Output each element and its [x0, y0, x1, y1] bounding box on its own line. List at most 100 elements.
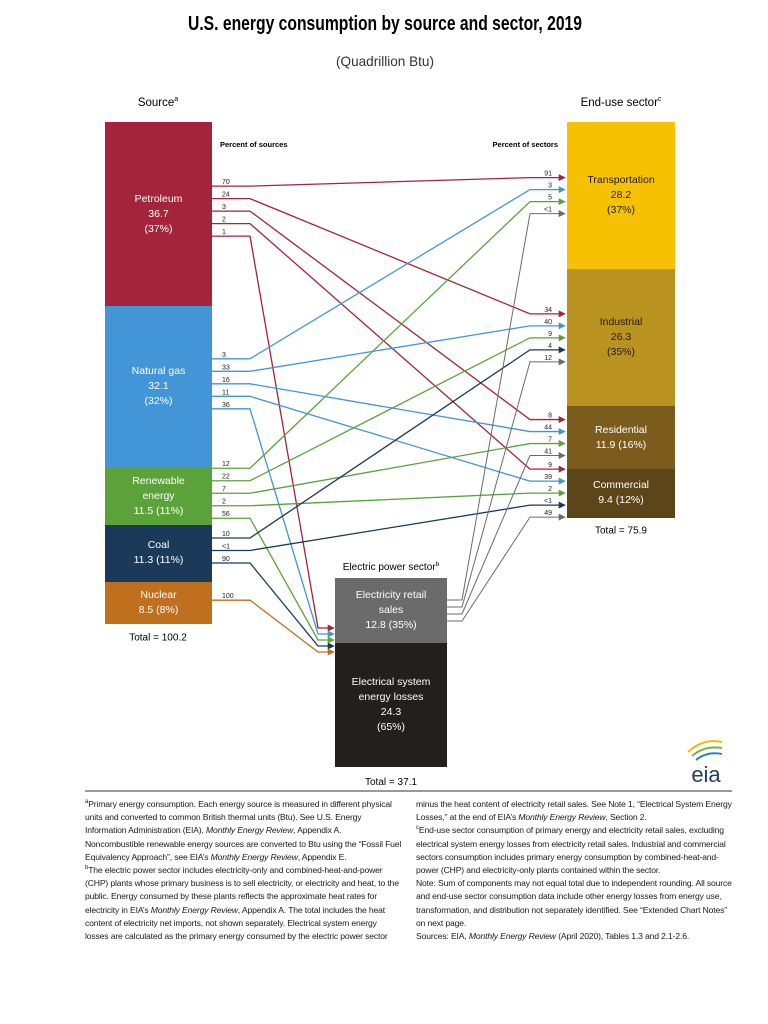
flow-label: 56 — [222, 511, 230, 518]
box: Petroleum 36.7 (37%) — [105, 122, 212, 307]
flow-line — [212, 210, 566, 424]
footnote-marker: a — [174, 96, 178, 103]
footnote-text: Sources: EIA, — [416, 931, 469, 942]
footnote-italic: Monthly Energy Review — [210, 851, 298, 862]
logo-arc — [695, 752, 723, 761]
box-value: 11.3 — [133, 554, 154, 567]
source-header-text: Source — [138, 97, 174, 109]
flow-label: <1 — [544, 207, 552, 214]
flow-label: <1 — [222, 543, 230, 550]
box-value-row: 9.4 (12%) — [598, 493, 644, 508]
flow-label: 100 — [222, 593, 234, 600]
logo-arc — [687, 740, 723, 753]
retail-line — [447, 513, 566, 622]
logo-text: eia — [691, 762, 721, 787]
box-value: 36.7 — [148, 207, 169, 220]
footnote-text: , Appendix E. — [297, 851, 347, 862]
box-value: 32.1 — [148, 380, 169, 393]
box-value-row: 8.5 (8%) — [139, 603, 179, 618]
flow-line — [212, 197, 566, 318]
flow-label: 7 — [548, 437, 552, 444]
percent-header: Percent of sectors — [493, 140, 558, 149]
box-value-row: 11.3 (11%) — [134, 553, 184, 568]
box-share: (16%) — [618, 438, 647, 451]
flow-label: 22 — [222, 474, 230, 481]
footnote-marker: a — [85, 799, 89, 806]
box-name: Petroleum — [134, 192, 183, 205]
box-name: Residential — [595, 423, 647, 436]
retail-line — [447, 452, 566, 615]
flow-label: 36 — [222, 402, 230, 409]
flow-label: 2 — [548, 486, 552, 493]
sector-header: End-use sectorc — [581, 96, 662, 109]
box: Coal 11.3 (11%) — [105, 525, 212, 582]
flow-label: 5 — [548, 195, 552, 202]
flow-line — [212, 395, 566, 485]
box-value-row: 11.9 (16%) — [596, 438, 647, 453]
flow-lines — [212, 174, 566, 656]
flow-label: 4 — [548, 343, 552, 350]
footnote-text: , Section 2. — [605, 812, 647, 823]
source-header: Sourcea — [138, 96, 178, 109]
box: Nuclear 8.5 (8%) — [105, 581, 212, 625]
flow-line — [212, 440, 566, 494]
footnote-text: The electric power sector includes elect… — [85, 865, 399, 915]
box-share: (65%) — [376, 721, 405, 734]
flow-label: 9 — [548, 462, 552, 469]
box: Industrial 26.3 (35%) — [567, 269, 675, 407]
footnote-marker: b — [85, 865, 89, 872]
percent-header: Percent of sources — [220, 140, 288, 149]
footnote-italic: Monthly Energy Review — [518, 812, 606, 823]
flow-label: 12 — [222, 461, 230, 468]
flow-label: 90 — [222, 556, 230, 563]
flow-label: 49 — [544, 510, 552, 517]
box-name: Nuclear — [140, 589, 177, 602]
title: U.S. energy consumption by source and se… — [188, 13, 582, 35]
flow-line — [212, 562, 335, 650]
box-value: 11.5 — [133, 504, 154, 517]
box-name: Electrical system energy losses — [351, 676, 431, 704]
flow-line — [212, 235, 335, 632]
footnote-italic: Monthly Energy Review — [206, 825, 294, 836]
footnote: aPrimary energy consumption. Each energy… — [85, 798, 402, 864]
footnote: cEnd-use sector consumption of primary e… — [416, 824, 733, 877]
retail-line — [447, 210, 566, 601]
flow-label: 10 — [222, 531, 230, 538]
box: Renewable energy 11.5 (11%) — [105, 467, 212, 526]
flow-label: 3 — [548, 183, 552, 190]
flow-label: 33 — [222, 364, 230, 371]
flow-line — [212, 222, 566, 473]
flow-label: <1 — [544, 498, 552, 505]
footnote-text: , Appendix A. Noncombustible renewable e… — [85, 825, 402, 862]
flow-label: 2 — [222, 499, 226, 506]
flow-label: 41 — [544, 449, 552, 456]
box-name: Industrial — [599, 316, 643, 329]
flow-label: 3 — [222, 204, 226, 211]
flow-line — [212, 408, 335, 638]
footnote: bThe electric power sector includes elec… — [85, 798, 733, 943]
flow-label: 2 — [222, 217, 226, 224]
box-share: (32%) — [144, 395, 173, 408]
footnote-text: Note: Sum of components may not equal to… — [416, 878, 732, 928]
flow-line — [212, 198, 566, 469]
flow-label: 70 — [222, 179, 230, 186]
box-share: (37%) — [606, 204, 635, 217]
footnote: Sources: EIA, Monthly Energy Review (Apr… — [416, 930, 733, 943]
electric-header: Electric power sectorb — [343, 561, 440, 573]
footnote-marker: c — [658, 96, 662, 103]
footnote-italic: Monthly Energy Review — [150, 904, 238, 915]
flow-line — [212, 599, 335, 656]
retail-line — [447, 358, 566, 608]
footnote-text: (April 2020), Tables 1.3 and 2.1-2.6. — [555, 931, 690, 942]
flow-line — [212, 334, 566, 482]
box-name: Natural gas — [131, 365, 186, 378]
box-share: (35%) — [388, 619, 417, 632]
subtitle: (Quadrillion Btu) — [336, 53, 434, 69]
flow-label: 1 — [222, 229, 226, 236]
box-name: Commercial — [592, 479, 649, 492]
box-share: (12%) — [615, 494, 644, 507]
box-value-row: 11.5 (11%) — [134, 504, 184, 519]
box-share: (11%) — [156, 554, 184, 567]
box-value: 8.5 — [138, 604, 154, 617]
